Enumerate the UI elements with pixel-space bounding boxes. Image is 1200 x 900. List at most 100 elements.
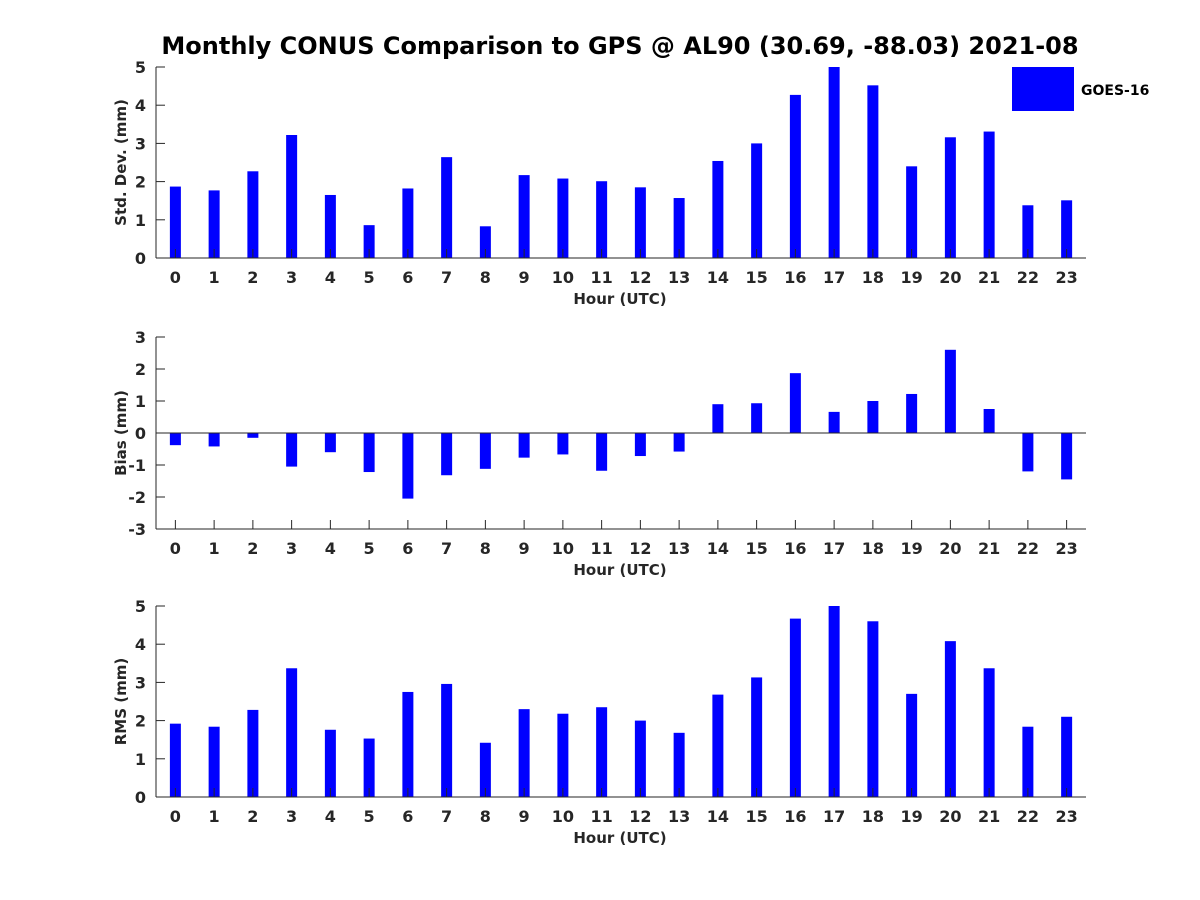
x-tick-label-stddev: 18 [862,268,884,287]
x-tick-label-stddev: 21 [978,268,1000,287]
legend-swatch [1012,67,1074,111]
x-tick-label-bias: 17 [823,539,845,558]
bar-stddev-h17 [828,67,840,258]
x-tick-label-stddev: 23 [1055,268,1077,287]
x-tick-label-rms: 3 [286,807,297,826]
x-tick-label-rms: 19 [900,807,922,826]
x-tick-label-bias: 2 [247,539,258,558]
bar-rms-h17 [828,606,840,797]
bar-bias-h6 [402,433,414,499]
x-tick-label-bias: 11 [590,539,612,558]
bar-rms-h20 [944,641,956,797]
x-tick-label-rms: 21 [978,807,1000,826]
x-tick-label-stddev: 13 [668,268,690,287]
bar-rms-h5 [363,738,375,797]
bar-bias-h12 [634,433,646,457]
y-tick-label-rms: 4 [135,635,146,654]
bar-bias-h21 [983,409,995,433]
bar-bias-h11 [596,433,608,471]
x-tick-label-bias: 5 [364,539,375,558]
x-tick-label-rms: 22 [1017,807,1039,826]
chart-title: Monthly CONUS Comparison to GPS @ AL90 (… [161,32,1078,60]
x-tick-label-stddev: 4 [325,268,336,287]
y-axis-label-stddev: Std. Dev. (mm) [112,99,130,226]
x-tick-label-rms: 11 [590,807,612,826]
bar-bias-h15 [751,403,763,433]
y-tick-label-stddev: 0 [135,249,146,268]
y-tick-label-bias: 0 [135,424,146,443]
bar-bias-h13 [673,433,685,452]
x-tick-label-rms: 7 [441,807,452,826]
x-tick-label-bias: 20 [939,539,961,558]
bar-bias-h7 [441,433,453,476]
x-tick-label-bias: 14 [707,539,729,558]
y-tick-label-bias: -2 [128,488,146,507]
y-tick-label-bias: -3 [128,520,146,539]
x-tick-label-rms: 23 [1055,807,1077,826]
x-tick-label-rms: 8 [480,807,491,826]
legend: GOES-16 [1012,67,1149,111]
x-tick-label-rms: 0 [170,807,181,826]
x-tick-label-bias: 13 [668,539,690,558]
bar-stddev-h3 [286,135,298,258]
x-tick-label-stddev: 10 [552,268,574,287]
x-tick-label-stddev: 2 [247,268,258,287]
x-tick-label-bias: 7 [441,539,452,558]
x-tick-label-bias: 18 [862,539,884,558]
bar-stddev-h0 [169,186,181,258]
x-tick-label-stddev: 17 [823,268,845,287]
bar-stddev-h23 [1061,200,1073,258]
bar-rms-h2 [247,709,259,797]
y-tick-label-rms: 2 [135,712,146,731]
bar-stddev-h2 [247,171,259,258]
x-tick-label-rms: 17 [823,807,845,826]
x-tick-label-rms: 9 [519,807,530,826]
bar-stddev-h9 [518,175,530,258]
bar-stddev-h11 [596,181,608,258]
bar-rms-h8 [479,742,491,797]
x-tick-label-bias: 19 [900,539,922,558]
bar-stddev-h21 [983,131,995,258]
bar-stddev-h15 [751,143,763,258]
bar-rms-h14 [712,694,724,797]
x-tick-label-bias: 0 [170,539,181,558]
bar-bias-h10 [557,433,569,455]
x-tick-label-rms: 10 [552,807,574,826]
bar-bias-h17 [828,411,840,433]
x-tick-label-rms: 20 [939,807,961,826]
bar-stddev-h22 [1022,205,1034,258]
y-tick-label-stddev: 5 [135,58,146,77]
x-tick-label-rms: 2 [247,807,258,826]
x-tick-label-rms: 12 [629,807,651,826]
x-tick-label-bias: 4 [325,539,336,558]
bar-stddev-h20 [944,137,956,258]
bar-bias-h20 [944,349,956,433]
bar-bias-h16 [789,373,801,433]
x-tick-label-bias: 15 [745,539,767,558]
x-tick-label-rms: 5 [364,807,375,826]
x-tick-label-bias: 8 [480,539,491,558]
y-axis-label-rms: RMS (mm) [112,658,130,745]
bar-bias-h1 [208,433,220,447]
x-tick-label-stddev: 22 [1017,268,1039,287]
y-tick-label-bias: -1 [128,456,146,475]
x-tick-label-stddev: 8 [480,268,491,287]
bar-stddev-h6 [402,188,414,258]
x-tick-label-stddev: 0 [170,268,181,287]
bar-bias-h14 [712,404,724,433]
y-tick-label-bias: 2 [135,360,146,379]
bar-rms-h22 [1022,726,1034,797]
bar-stddev-h5 [363,225,375,258]
bar-rms-h6 [402,691,414,797]
y-axis-label-bias: Bias (mm) [112,390,130,476]
x-tick-label-bias: 12 [629,539,651,558]
y-tick-label-stddev: 1 [135,211,146,230]
x-tick-label-bias: 16 [784,539,806,558]
x-tick-label-stddev: 9 [519,268,530,287]
x-tick-label-rms: 18 [862,807,884,826]
bar-rms-h10 [557,713,569,797]
bar-rms-h18 [867,621,879,797]
bar-bias-h23 [1061,433,1073,480]
